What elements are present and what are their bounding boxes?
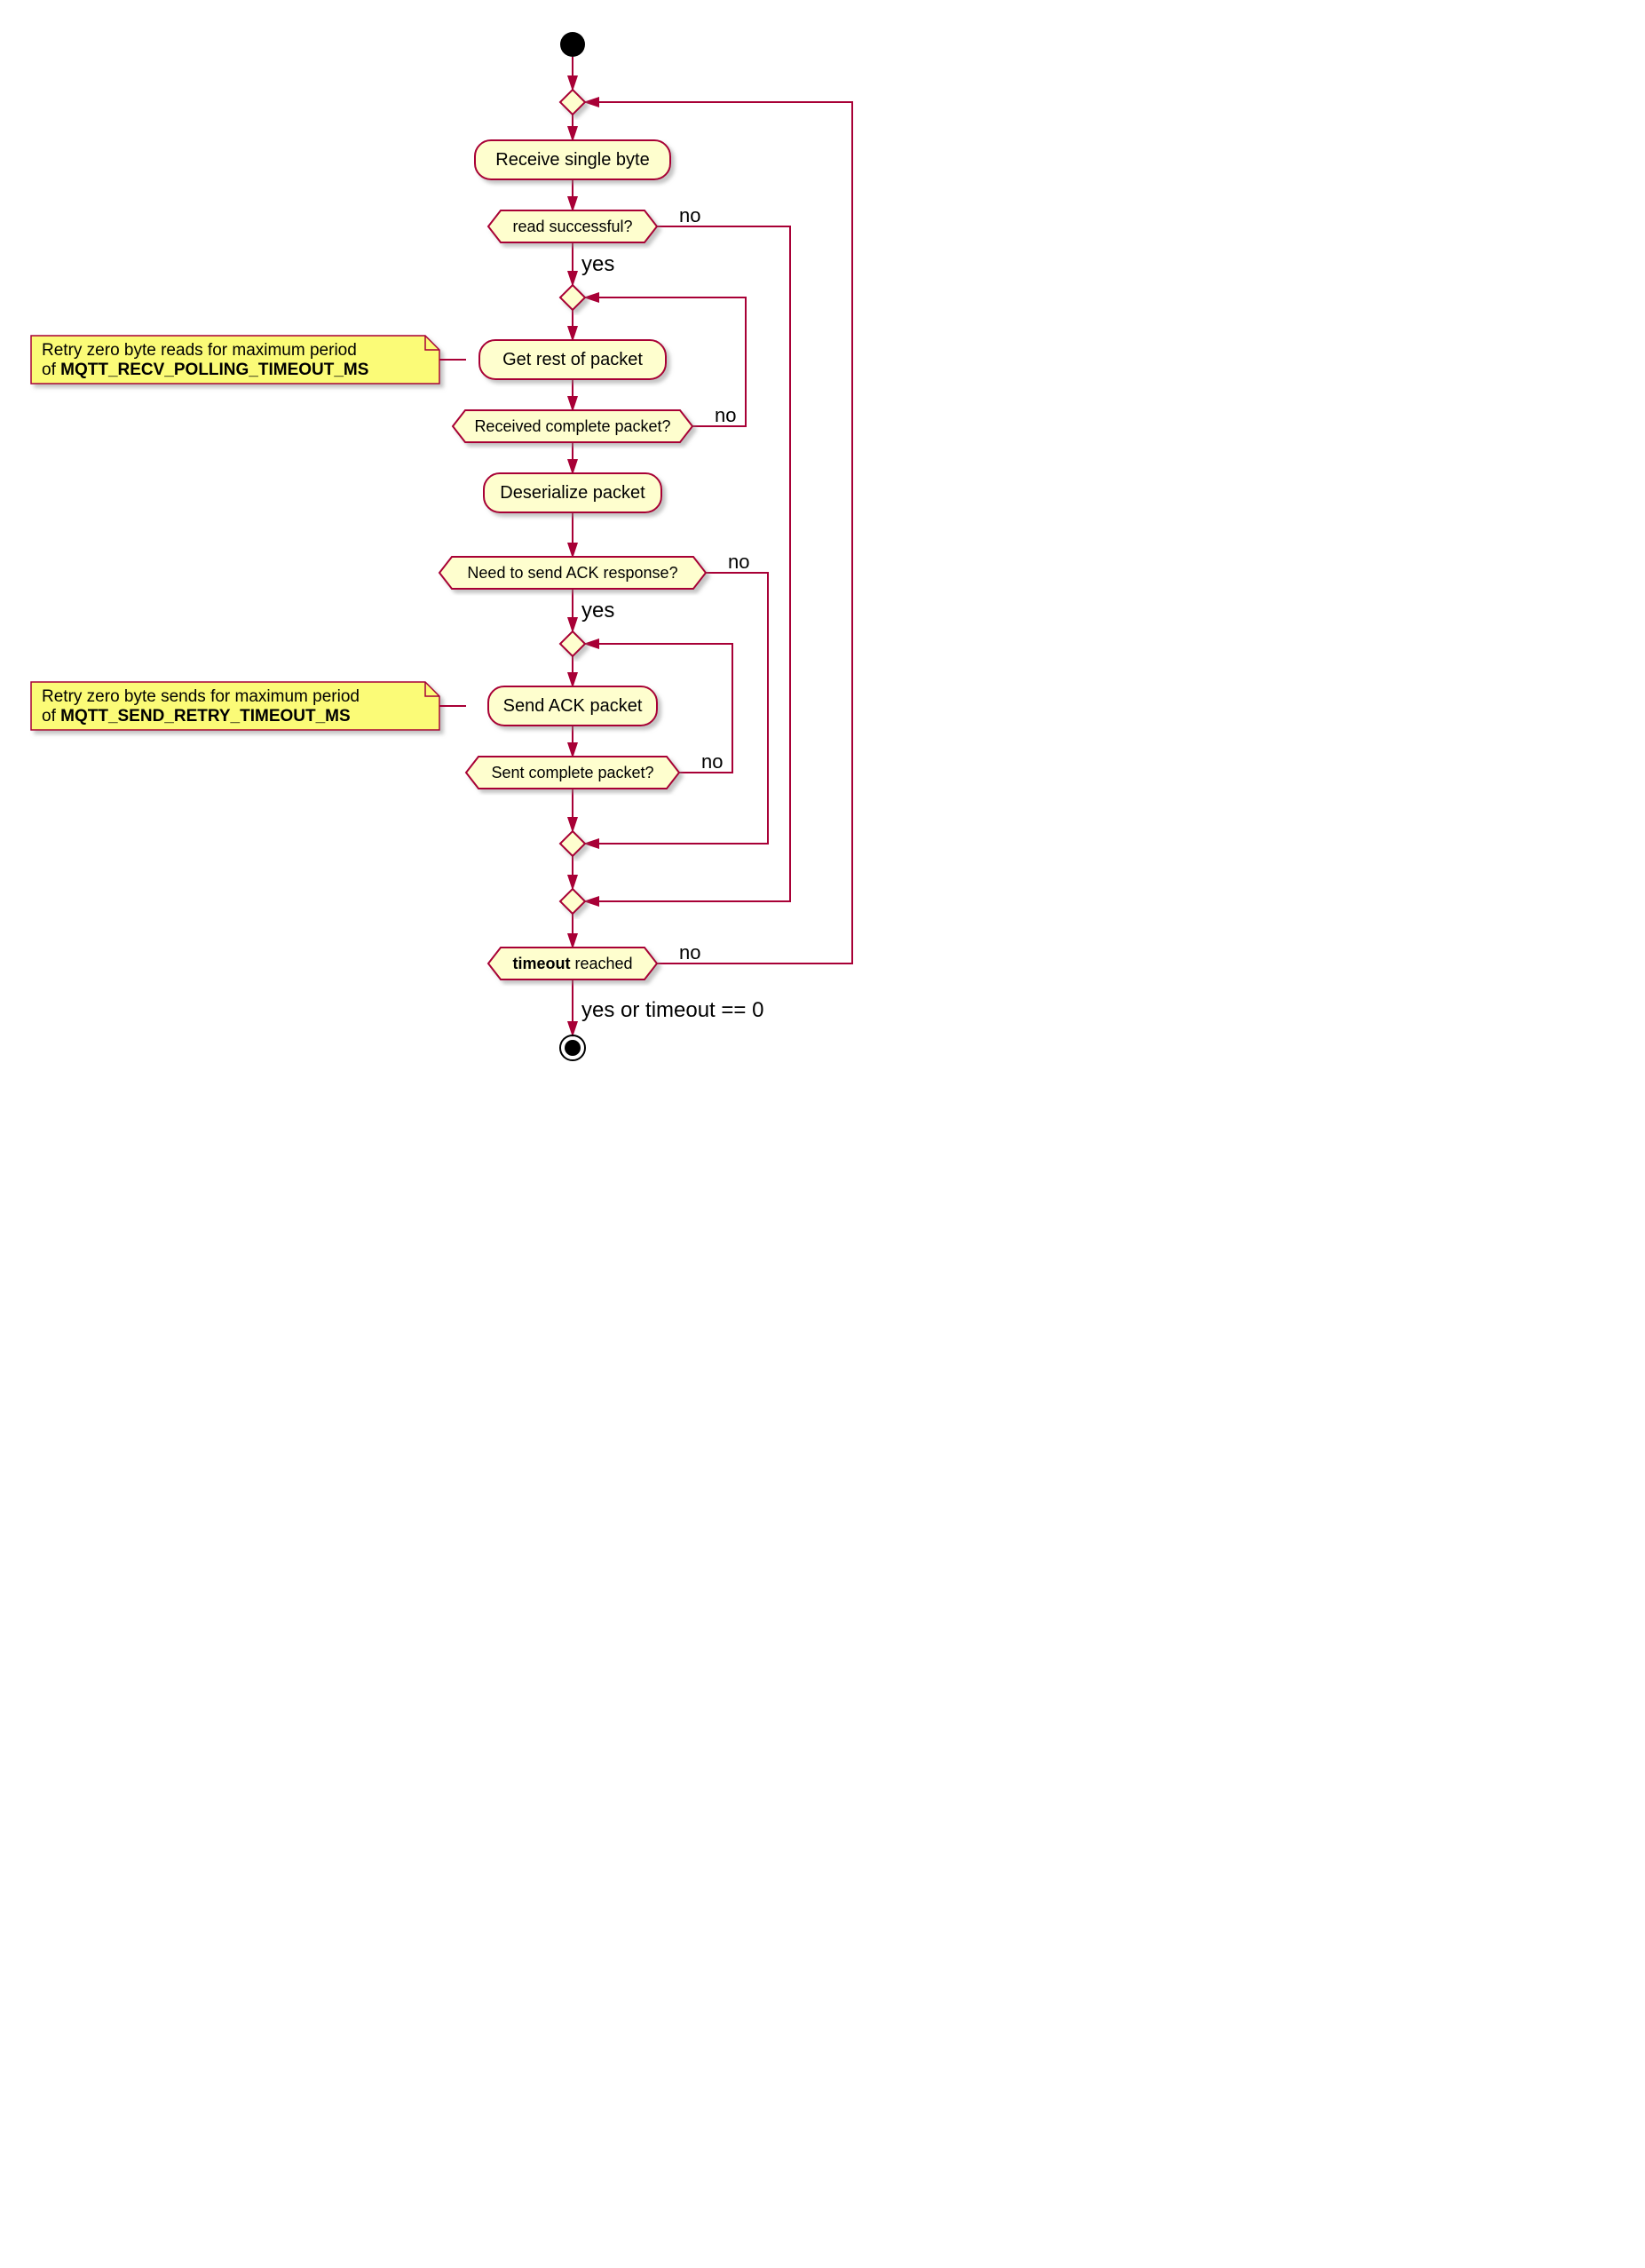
merge-diamond (560, 889, 585, 914)
flowchart-diagram: Retry zero byte reads for maximum period… (18, 18, 906, 1243)
merge-diamond (560, 631, 585, 656)
activity-label: Deserialize packet (500, 483, 645, 503)
merge-diamond (560, 90, 585, 115)
note-text: Retry zero byte sends for maximum period (42, 687, 360, 706)
edge-label: yes (581, 252, 614, 276)
edge-label: no (679, 941, 700, 964)
start-node (560, 32, 585, 57)
merge-diamond (560, 285, 585, 310)
decision-label: read successful? (512, 218, 632, 235)
decision-label: Sent complete packet? (491, 764, 653, 781)
note-text: of MQTT_RECV_POLLING_TIMEOUT_MS (42, 361, 368, 379)
edge-label: yes (581, 599, 614, 623)
edge-label: no (701, 750, 723, 773)
note-text: of MQTT_SEND_RETRY_TIMEOUT_MS (42, 707, 351, 726)
edge-label: no (715, 404, 736, 426)
activity-label: Send ACK packet (503, 696, 643, 716)
edge-label: yes or timeout == 0 (581, 998, 763, 1022)
activity-label: Receive single byte (495, 150, 649, 170)
decision-label: timeout reached (512, 955, 632, 972)
edge-label: no (679, 204, 700, 226)
merge-diamond (560, 831, 585, 856)
decision-label: Need to send ACK response? (467, 564, 677, 582)
edge-label: no (728, 551, 749, 573)
decision-label: Received complete packet? (474, 417, 670, 435)
note-text: Retry zero byte reads for maximum period (42, 341, 357, 360)
activity-label: Get rest of packet (502, 350, 643, 369)
